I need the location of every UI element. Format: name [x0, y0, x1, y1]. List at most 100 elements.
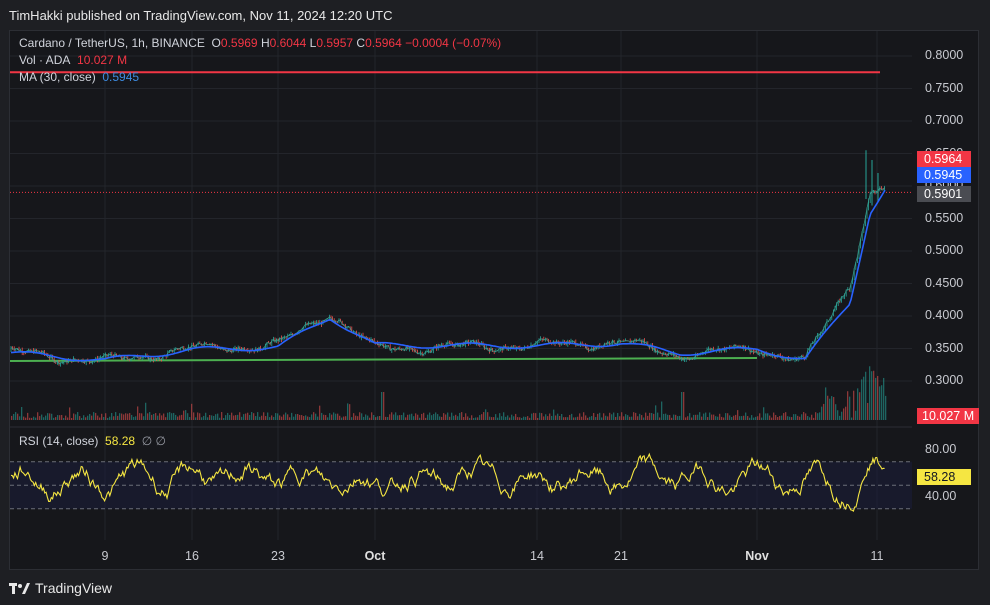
- volume-bar: [755, 416, 757, 420]
- rsi-line: [10, 452, 885, 512]
- last-price-badge: 0.5964: [917, 151, 971, 167]
- ma-line: [10, 189, 886, 362]
- volume-bar: [659, 417, 661, 420]
- volume-bar: [241, 416, 243, 420]
- volume-bar: [837, 410, 839, 420]
- volume-bar: [245, 413, 247, 420]
- volume-bar: [299, 414, 301, 420]
- volume-bar: [451, 412, 453, 420]
- volume-bar: [403, 412, 405, 420]
- legend-low: 0.5957: [316, 36, 354, 50]
- volume-bar: [749, 417, 751, 420]
- volume-bar: [169, 412, 171, 420]
- volume-bar: [715, 416, 717, 420]
- volume-bar: [523, 416, 525, 420]
- volume-bar: [31, 417, 33, 420]
- volume-bar: [239, 412, 241, 420]
- volume-bar: [393, 414, 395, 420]
- volume-bar: [109, 416, 111, 420]
- volume-bar: [717, 416, 719, 420]
- volume-bar: [865, 371, 867, 420]
- volume-bar: [767, 413, 769, 420]
- volume-bar: [181, 414, 183, 420]
- volume-bar: [99, 417, 101, 420]
- volume-bar: [179, 415, 181, 420]
- volume-bar: [533, 412, 535, 420]
- volume-bar: [867, 402, 869, 420]
- volume-bar: [459, 412, 461, 420]
- volume-bar: [819, 412, 821, 420]
- volume-bar: [379, 415, 381, 420]
- volume-bar: [189, 417, 191, 420]
- volume-bar: [481, 414, 483, 420]
- volume-bar: [389, 414, 391, 420]
- volume-bar: [535, 413, 537, 420]
- volume-bar: [801, 414, 803, 420]
- volume-bar: [625, 414, 627, 420]
- volume-bar: [193, 412, 195, 420]
- volume-bar: [117, 415, 119, 420]
- volume-bar: [713, 414, 715, 420]
- volume-bar: [297, 413, 299, 420]
- volume-bar: [745, 412, 747, 420]
- time-tick-label: 9: [101, 549, 109, 563]
- volume-bar: [811, 414, 813, 420]
- volume-bar: [411, 413, 413, 420]
- volume-bar: [771, 417, 773, 420]
- volume-bar: [541, 413, 543, 420]
- volume-bar: [883, 377, 885, 420]
- volume-bar: [861, 379, 863, 420]
- volume-bar: [415, 413, 417, 420]
- volume-bar: [549, 413, 551, 420]
- volume-bar: [613, 412, 615, 420]
- volume-bar: [171, 413, 173, 420]
- volume-bar: [97, 415, 99, 420]
- volume-bar: [847, 391, 849, 420]
- volume-bar: [617, 413, 619, 420]
- volume-bar: [87, 415, 89, 420]
- volume-bar: [131, 414, 133, 420]
- volume-bar: [689, 413, 691, 420]
- legend-change: −0.0004 (−0.07%): [405, 36, 502, 50]
- volume-bar: [149, 412, 151, 420]
- volume-bar: [603, 413, 605, 420]
- volume-bar: [835, 404, 837, 420]
- volume-bar: [347, 403, 349, 420]
- volume-bar: [71, 417, 73, 420]
- volume-bar: [609, 412, 611, 420]
- volume-bar: [425, 417, 427, 420]
- volume-bar: [249, 415, 251, 420]
- volume-bar: [871, 371, 873, 420]
- candles: [10, 150, 886, 367]
- volume-bar: [457, 416, 459, 420]
- volume-bar: [501, 416, 503, 420]
- volume-bar: [381, 392, 383, 420]
- volume-bar: [301, 415, 303, 420]
- top-bar: TimHakki published on TradingView.com, N…: [0, 0, 990, 30]
- volume-bar: [661, 401, 663, 420]
- volume-bar: [701, 416, 703, 420]
- volume-bar: [639, 413, 641, 420]
- volume-bar: [733, 415, 735, 420]
- volume-bar: [875, 377, 877, 420]
- volume-bar: [843, 408, 845, 420]
- volume-bar: [879, 386, 881, 420]
- volume-bar: [657, 412, 659, 420]
- volume-bar: [761, 417, 763, 420]
- volume-bar: [209, 414, 211, 420]
- volume-bar: [105, 413, 107, 420]
- volume-bar: [445, 414, 447, 420]
- volume-bar: [751, 415, 753, 420]
- volume-bar: [869, 366, 871, 420]
- volume-bar: [465, 413, 467, 420]
- grid-lines: [10, 31, 912, 540]
- volume-bar: [529, 417, 531, 420]
- volume-bar: [677, 416, 679, 420]
- volume-bar: [343, 416, 345, 420]
- legend-high: 0.6044: [269, 36, 307, 50]
- volume-bar: [177, 416, 179, 420]
- volume-bar: [195, 417, 197, 420]
- volume-bar: [877, 375, 879, 420]
- volume-bar: [387, 416, 389, 420]
